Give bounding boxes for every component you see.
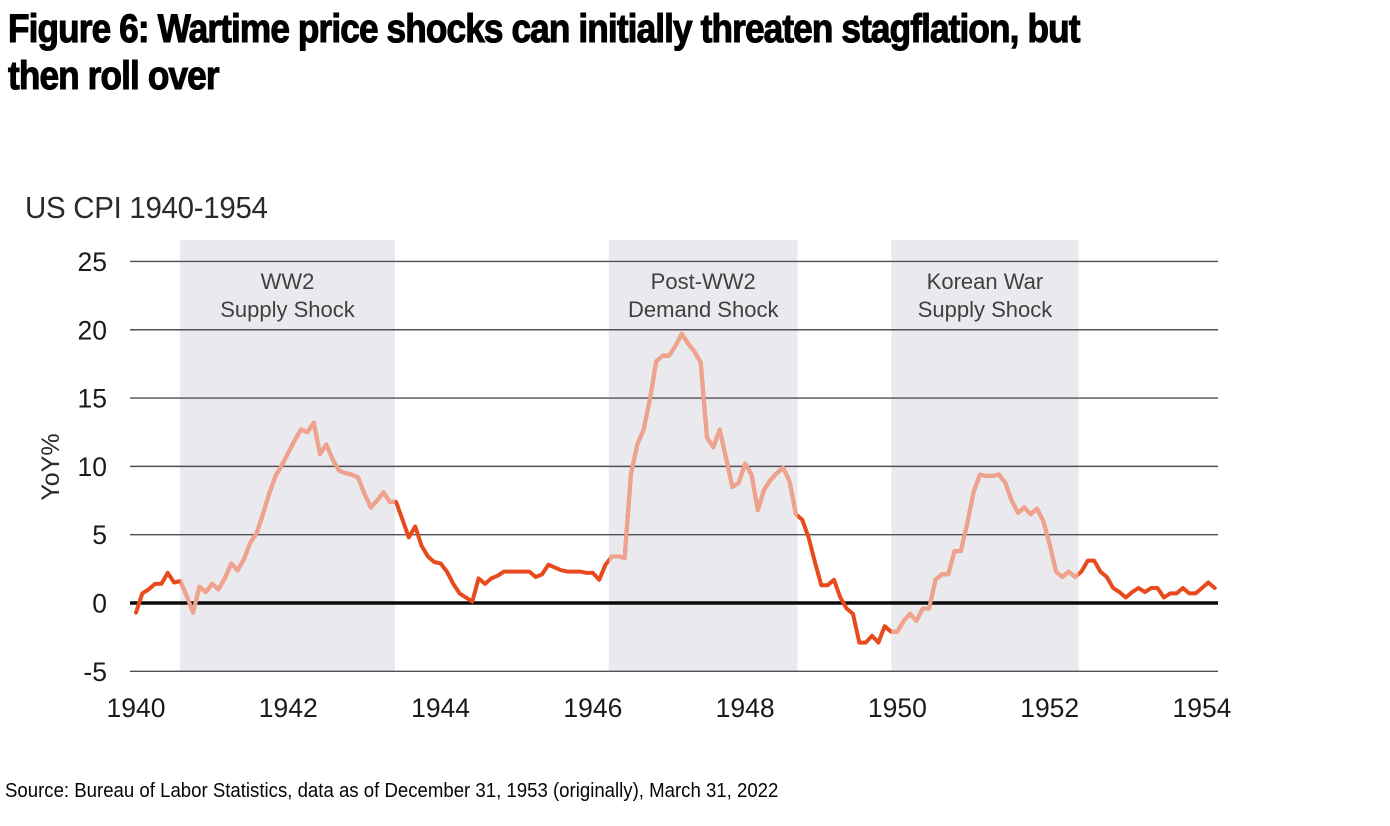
y-tick-label: 10: [78, 452, 107, 482]
shock-band: [608, 240, 798, 672]
cpi-line-shaded-section: [180, 331, 1079, 645]
y-tick-label: 0: [92, 589, 107, 619]
x-tick-label: 1946: [563, 693, 622, 723]
y-tick-labels: 25 20 15 10 5 0 -5: [78, 247, 107, 687]
y-axis-title: YoY%: [37, 433, 65, 500]
chart-subtitle: US CPI 1940-1954: [25, 190, 268, 225]
y-tick-label: 25: [78, 247, 107, 277]
x-tick-label: 1944: [411, 693, 470, 723]
y-tick-label: 20: [78, 315, 107, 345]
shock-band: [891, 240, 1079, 672]
x-tick-label: 1940: [107, 693, 166, 723]
source-note: Source: Bureau of Labor Statistics, data…: [5, 780, 779, 802]
y-tick-label: -5: [83, 657, 107, 687]
figure-title-line2: then roll over: [8, 53, 221, 98]
shock-band-label-line1: Post-WW2: [651, 269, 756, 294]
x-tick-label: 1942: [259, 693, 318, 723]
shock-band-label-line1: Korean War: [927, 269, 1044, 294]
shock-band-label-line2: Demand Shock: [628, 297, 779, 322]
x-tick-label: 1950: [868, 693, 927, 723]
x-tick-label: 1952: [1020, 693, 1079, 723]
cpi-series-shaded: [180, 331, 1079, 645]
shock-band-label-line1: WW2: [261, 269, 315, 294]
figure-title-line1: Figure 6: Wartime price shocks can initi…: [8, 6, 1081, 51]
x-tick-labels: 1940 1942 1944 1946 1948 1950 1952 1954: [107, 693, 1232, 723]
y-tick-label: 5: [92, 520, 107, 550]
shock-bands: [180, 240, 1079, 672]
x-tick-label: 1954: [1172, 693, 1231, 723]
x-tick-label: 1948: [716, 693, 775, 723]
y-tick-label: 15: [78, 384, 107, 414]
figure-title: Figure 6: Wartime price shocks can initi…: [8, 6, 1081, 100]
shock-band-label-line2: Supply Shock: [220, 297, 356, 322]
gridlines: [130, 260, 1218, 673]
shock-band-labels: WW2 Supply Shock Post-WW2 Demand Shock Korea…: [220, 269, 1053, 322]
shock-band-label-line2: Supply Shock: [918, 297, 1054, 322]
